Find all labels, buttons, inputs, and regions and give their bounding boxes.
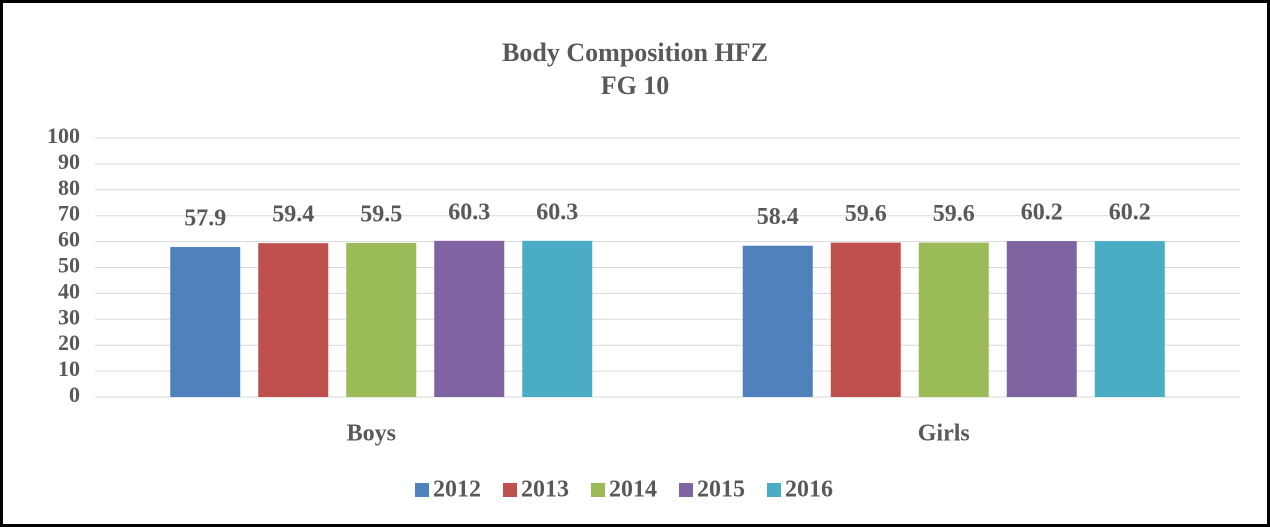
y-tick-label: 20	[58, 330, 80, 355]
legend-label: 2016	[785, 477, 833, 503]
legend-label: 2012	[433, 477, 481, 503]
legend-label: 2015	[697, 477, 745, 503]
chart-subtitle: FG 10	[601, 71, 670, 100]
legend-swatch	[679, 483, 693, 497]
legend-label: 2014	[609, 477, 657, 503]
data-label: 59.6	[845, 201, 887, 227]
legend-swatch	[591, 483, 605, 497]
y-tick-label: 100	[47, 123, 80, 148]
data-label: 57.9	[184, 206, 226, 232]
data-label: 59.5	[360, 201, 402, 227]
y-tick-label: 80	[58, 175, 80, 200]
y-tick-label: 0	[69, 382, 80, 407]
bar	[1006, 241, 1077, 397]
y-tick-label: 70	[58, 201, 80, 226]
data-label: 60.3	[536, 199, 578, 225]
x-tick-label: Boys	[347, 421, 396, 447]
y-tick-label: 90	[58, 149, 80, 174]
data-label: 60.2	[1021, 200, 1063, 226]
data-label: 58.4	[757, 204, 799, 230]
y-tick-label: 10	[58, 356, 80, 381]
y-tick-label: 40	[58, 278, 80, 303]
x-tick-label: Girls	[918, 421, 970, 447]
data-label: 59.6	[933, 201, 975, 227]
legend-swatch	[767, 483, 781, 497]
bar	[346, 242, 417, 397]
y-tick-label: 60	[58, 227, 80, 252]
legend-swatch	[503, 483, 517, 497]
bar	[522, 240, 593, 397]
bar	[434, 240, 505, 397]
bar	[830, 242, 901, 397]
bar	[742, 245, 813, 397]
chart-title: Body Composition HFZ	[502, 38, 768, 67]
bar	[170, 247, 241, 397]
data-label: 59.4	[272, 202, 314, 228]
y-tick-label: 50	[58, 253, 80, 278]
legend-swatch	[415, 483, 429, 497]
data-label: 60.3	[448, 199, 490, 225]
legend-label: 2013	[521, 477, 569, 503]
bar	[1094, 241, 1165, 397]
y-tick-label: 30	[58, 304, 80, 329]
data-label: 60.2	[1109, 200, 1151, 226]
bar	[258, 243, 329, 397]
bar	[918, 242, 989, 397]
